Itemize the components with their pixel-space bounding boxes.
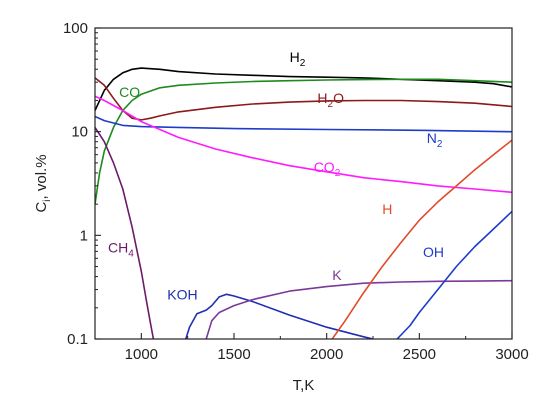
y-tick-label: 100 (63, 20, 88, 37)
x-tick-label: 2000 (310, 346, 343, 363)
series-line-co (95, 78, 512, 205)
series-label-co2: CO2 (314, 159, 341, 179)
plot-area (95, 67, 512, 339)
series-label-h: H (382, 201, 392, 217)
x-axis-title: T,K (293, 377, 315, 394)
y-axis-title: Ci, vol.% (33, 154, 53, 212)
series-line-h2 (95, 67, 512, 111)
series-line-oh (396, 210, 512, 339)
y-axis-title-sub: i (42, 199, 53, 201)
series-line-koh (185, 293, 374, 339)
y-tick-label: 10 (71, 124, 88, 141)
plot-frame (94, 27, 513, 340)
x-tick-label: 1000 (125, 346, 158, 363)
series-label-co: CO (119, 84, 140, 100)
series-line-ch4 (95, 126, 155, 339)
axis-ticks: 1000 1500 2000 2500 3000 0.1 1 10 100 (63, 20, 529, 363)
series-line-co2 (95, 95, 512, 194)
series-label-n2: N2 (427, 130, 443, 150)
series-line-h (331, 139, 512, 339)
series-label-ch4: CH4 (108, 240, 134, 260)
y-tick-label: 0.1 (67, 331, 88, 348)
y-axis-title-rest: , vol.% (33, 154, 50, 199)
series-labels: H2 CO H2O N2 CO2 CH4 KOH K H OH (108, 49, 444, 303)
series-label-k: K (332, 267, 342, 283)
series-label-koh: KOH (167, 287, 197, 303)
series-line-n2 (95, 115, 512, 133)
series-label-oh: OH (423, 244, 444, 260)
x-tick-label: 1500 (217, 346, 250, 363)
x-tick-label: 2500 (403, 346, 436, 363)
y-axis-title-main: C (33, 202, 50, 213)
series-label-h2: H2 (290, 49, 306, 69)
y-tick-label: 1 (80, 227, 88, 244)
series-line-k (205, 279, 512, 339)
series-label-h2o: H2O (317, 90, 344, 110)
series-line-h2o (95, 77, 512, 121)
x-tick-label: 3000 (495, 346, 528, 363)
